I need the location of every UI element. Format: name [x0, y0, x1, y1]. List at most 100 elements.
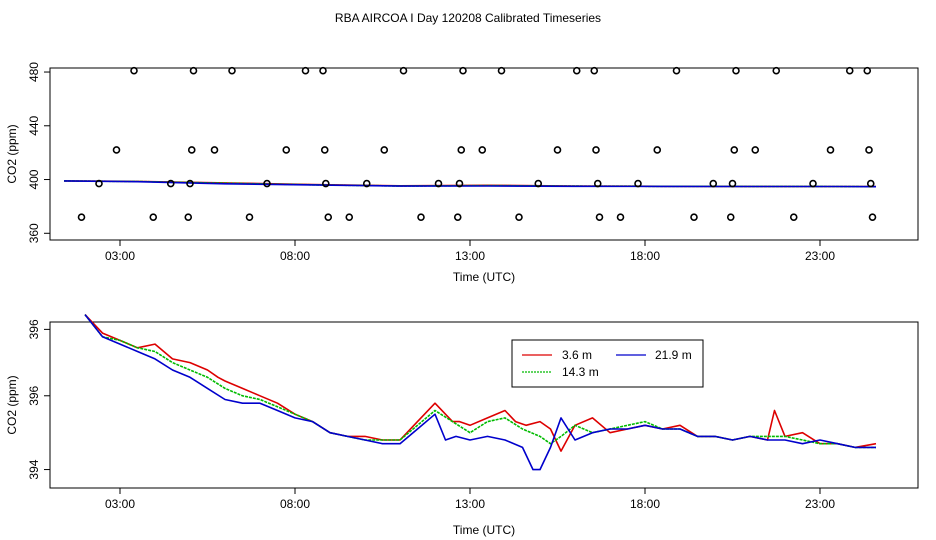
calibration-point — [515, 213, 523, 221]
calibration-point — [497, 66, 506, 75]
top-ylabel: CO2 (ppm) — [5, 124, 19, 183]
bottom-series-line-21-9-m — [84, 314, 876, 471]
top-y-tick-label: 400 — [27, 169, 41, 189]
top-series — [63, 180, 877, 188]
bottom-x-tick-label: 23:00 — [805, 497, 835, 511]
page-title: RBA AIRCOA I Day 120208 Calibrated Times… — [335, 11, 601, 25]
calibration-point — [634, 179, 642, 188]
calibration-point — [77, 213, 86, 221]
calibration-point — [459, 66, 467, 75]
top-calibration-points — [77, 66, 877, 221]
top-series-line-21-9-m — [63, 180, 877, 188]
bottom-ylabel: CO2 (ppm) — [5, 375, 19, 434]
calibration-point — [730, 146, 739, 154]
bottom-y-tick-label: 394 — [27, 459, 41, 479]
calibration-point — [845, 66, 854, 75]
calibration-point — [320, 146, 329, 154]
top-x-tick-label: 03:00 — [105, 249, 135, 263]
calibration-point — [726, 213, 735, 221]
bottom-x-axis: 03:00 08:00 13:00 18:00 23:00 — [105, 488, 835, 511]
calibration-point — [263, 179, 271, 188]
calibration-point — [186, 179, 194, 188]
top-x-tick-label: 08:00 — [280, 249, 310, 263]
calibration-point — [593, 179, 602, 188]
calibration-point — [709, 179, 718, 188]
calibration-point — [210, 146, 219, 154]
bottom-xlabel: Time (UTC) — [453, 523, 515, 537]
bottom-series — [84, 314, 877, 471]
bottom-x-tick-label: 13:00 — [455, 497, 485, 511]
legend-label-3-6: 3.6 m — [562, 348, 592, 362]
calibration-point — [553, 146, 562, 154]
calibration-point — [362, 179, 371, 188]
top-x-tick-label: 18:00 — [630, 249, 660, 263]
top-x-tick-label: 13:00 — [455, 249, 485, 263]
calibration-point — [453, 213, 462, 221]
top-y-tick-label: 360 — [27, 223, 41, 243]
calibration-point — [772, 66, 781, 75]
calibration-point — [166, 179, 175, 188]
calibration-point — [616, 213, 625, 221]
calibration-point — [863, 66, 872, 75]
bottom-series-line-14-3-m — [84, 314, 876, 449]
calibration-point — [345, 213, 354, 221]
legend-label-21-9: 21.9 m — [655, 348, 692, 362]
calibration-point — [457, 146, 466, 154]
calibration-point — [228, 66, 236, 75]
calibration-point — [399, 66, 408, 75]
calibration-point — [672, 66, 681, 75]
bottom-panel: CO2 (ppm) Time (UTC) 03:00 08:00 13:00 18:0… — [5, 314, 919, 537]
calibration-point — [826, 146, 835, 154]
top-xlabel: Time (UTC) — [453, 270, 515, 284]
calibration-point — [455, 179, 464, 188]
calibration-point — [572, 66, 581, 75]
calibration-point — [434, 179, 443, 188]
calibration-point — [95, 179, 103, 188]
calibration-point — [130, 66, 138, 75]
bottom-y-tick-label: 396 — [27, 319, 41, 339]
calibration-point — [189, 66, 198, 75]
calibration-point — [590, 66, 599, 75]
calibration-point — [301, 66, 310, 75]
top-y-axis: 360 400 440 480 — [27, 62, 50, 243]
top-panel: CO2 (ppm) Time (UTC) 03:00 08:00 13:00 18:0… — [5, 62, 919, 284]
calibration-point — [865, 146, 873, 154]
top-x-axis: 03:00 08:00 13:00 18:00 23:00 — [105, 240, 835, 263]
calibration-point — [728, 179, 737, 188]
calibration-point — [732, 66, 740, 75]
bottom-plot-frame — [49, 321, 919, 489]
bottom-x-tick-label: 03:00 — [105, 497, 135, 511]
calibration-point — [184, 213, 193, 221]
legend-label-14-3: 14.3 m — [562, 365, 599, 379]
legend-box — [511, 339, 704, 388]
calibration-point — [789, 213, 798, 221]
calibration-point — [187, 146, 196, 154]
top-x-tick-label: 23:00 — [805, 249, 835, 263]
bottom-series-line-3-6-m — [84, 314, 877, 452]
top-y-tick-label: 440 — [27, 115, 41, 135]
bottom-x-tick-label: 08:00 — [280, 497, 310, 511]
calibration-point — [866, 179, 875, 188]
calibration-point — [324, 213, 333, 221]
calibration-point — [809, 179, 817, 188]
bottom-y-tick-label: 396 — [27, 385, 41, 405]
calibration-point — [319, 66, 327, 75]
calibration-point — [592, 146, 600, 154]
calibration-point — [751, 146, 760, 154]
top-plot-frame — [49, 67, 919, 241]
calibration-point — [690, 213, 698, 221]
bottom-y-axis: 394 396 396 — [27, 319, 50, 480]
calibration-point — [868, 213, 877, 221]
calibration-point — [149, 213, 158, 221]
legend: 3.6 m 21.9 m 14.3 m — [511, 339, 704, 388]
calibration-point — [321, 179, 330, 188]
calibration-point — [112, 146, 121, 154]
calibration-point — [380, 146, 389, 154]
calibration-point — [534, 179, 543, 188]
calibration-point — [245, 213, 254, 221]
calibration-point — [478, 146, 487, 154]
calibration-point — [417, 213, 425, 221]
bottom-x-tick-label: 18:00 — [630, 497, 660, 511]
calibration-point — [653, 146, 662, 154]
